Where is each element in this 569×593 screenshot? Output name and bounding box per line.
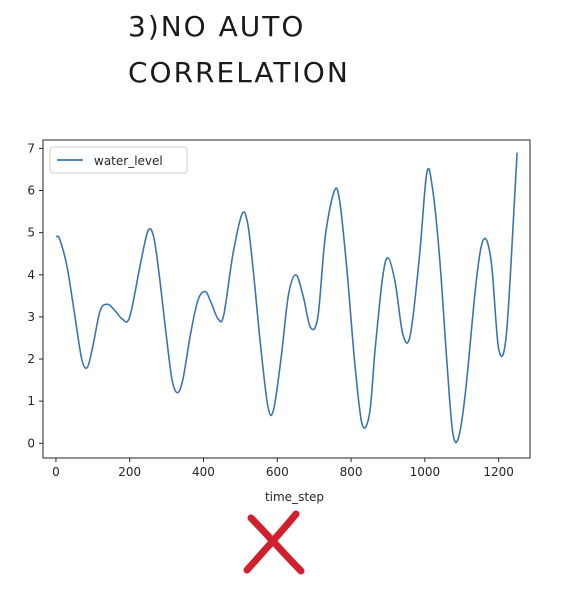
- y-tick-label-4: 4: [27, 268, 35, 282]
- red-x-mark-icon: [243, 510, 305, 575]
- series-line-water-level: [55, 152, 518, 444]
- legend-label-water-level: water_level: [94, 154, 163, 168]
- y-tick-label-1: 1: [27, 394, 35, 408]
- y-tick-label-0: 0: [27, 436, 35, 450]
- legend: water_level: [49, 146, 188, 174]
- legend-box: [49, 146, 188, 174]
- x-axis-label: time_step: [265, 490, 324, 504]
- plot-area-frame: [42, 139, 531, 459]
- y-tick-label-7: 7: [27, 141, 35, 155]
- y-tick-label-3: 3: [27, 310, 35, 324]
- x-tick-label-600: 600: [266, 465, 289, 479]
- x-tick-label-800: 800: [340, 465, 363, 479]
- x-tick-label-200: 200: [118, 465, 141, 479]
- x-tick-label-400: 400: [192, 465, 215, 479]
- heading-line-2: CORRELATION: [128, 56, 350, 89]
- slide-heading: 3)NO AUTO CORRELATION: [128, 4, 350, 96]
- y-tick-label-6: 6: [27, 184, 35, 198]
- y-tick-label-5: 5: [27, 226, 35, 240]
- x-tick-label-1200: 1200: [483, 465, 514, 479]
- y-tick-label-2: 2: [27, 352, 35, 366]
- heading-line-1: 3)NO AUTO: [128, 10, 306, 43]
- x-tick-label-0: 0: [52, 465, 60, 479]
- y-axis-ticks: 0 1 2 3 4 5 6 7: [27, 141, 43, 450]
- x-tick-label-1000: 1000: [410, 465, 441, 479]
- x-axis-ticks: 0 200 400 600 800 1000 1200: [52, 458, 514, 479]
